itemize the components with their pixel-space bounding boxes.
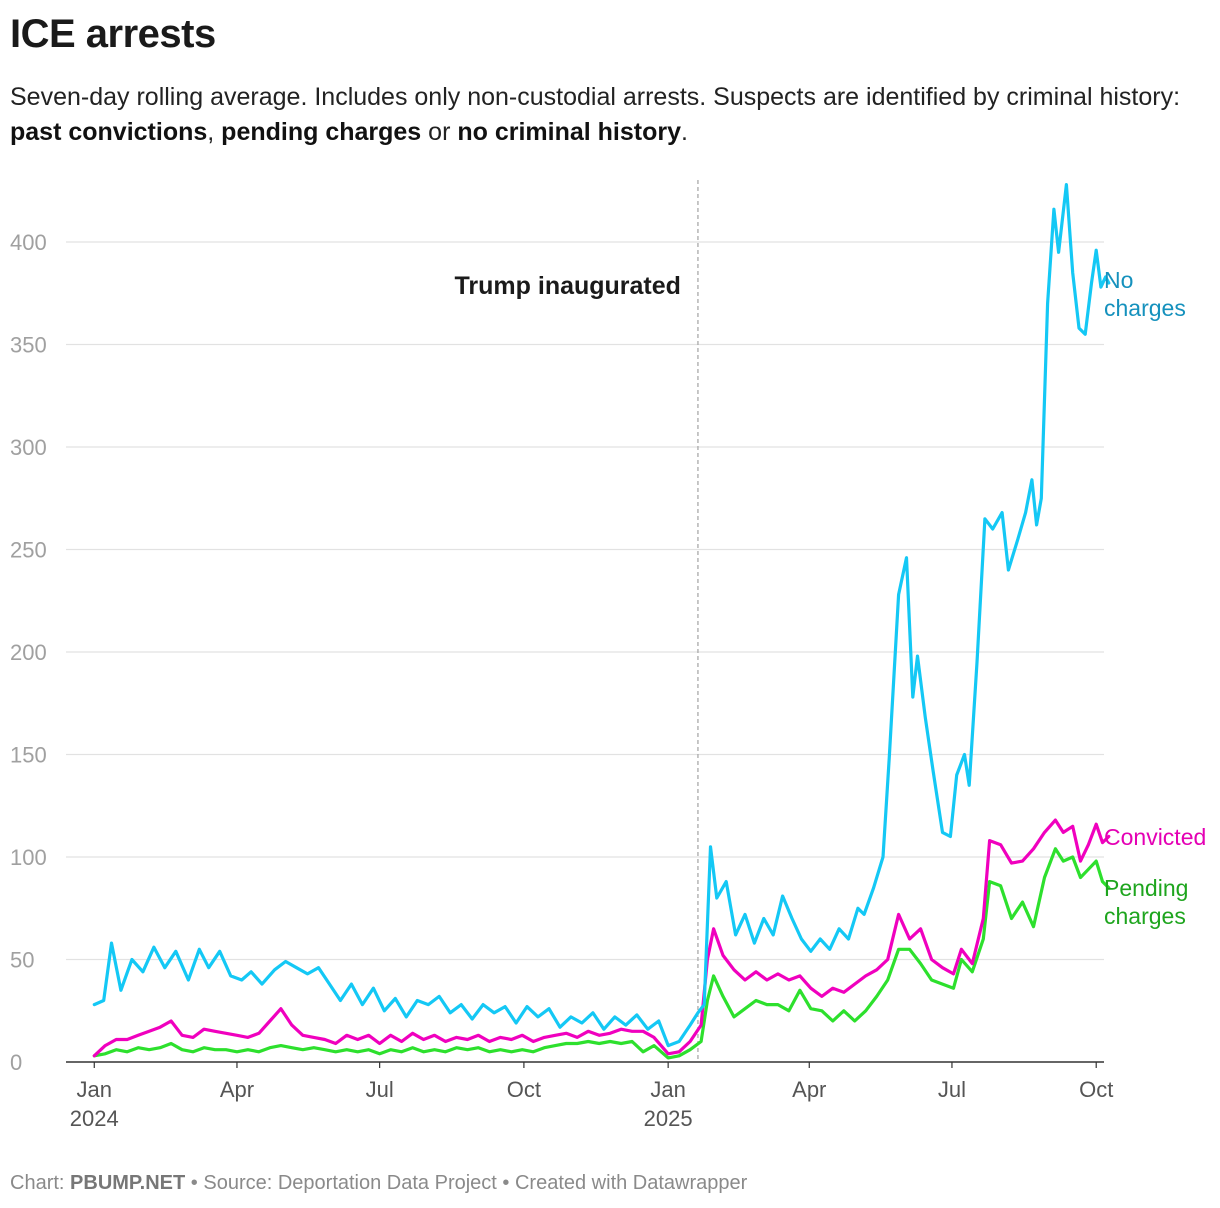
inauguration-annotation: Trump inaugurated — [455, 180, 699, 1062]
x-tick-year-label: 2024 — [70, 1106, 119, 1131]
subtitle-end: . — [681, 118, 688, 146]
y-axis-labels: 0 50 100 150 200 250 300 350 400 — [10, 230, 47, 1075]
footer-brand: PBUMP.NET — [70, 1172, 186, 1194]
y-tick-label-400: 400 — [10, 230, 47, 255]
y-tick-label-50: 50 — [10, 948, 34, 973]
series-line-convicted — [92, 818, 1111, 1058]
y-tick-label-100: 100 — [10, 845, 47, 870]
y-tick-label-200: 200 — [10, 640, 47, 665]
x-axis: Jan 2024 Apr Jul Oct Jan 2025 Apr Jul Oct — [70, 1062, 1113, 1131]
y-tick-label-0: 0 — [10, 1050, 22, 1075]
series-line-no-charges — [92, 183, 1111, 1048]
x-tick-label: Oct — [1079, 1077, 1113, 1102]
y-tick-label-250: 250 — [10, 538, 47, 563]
series-lines — [92, 183, 1111, 1060]
x-tick-label: Oct — [507, 1077, 541, 1102]
y-tick-label-350: 350 — [10, 333, 47, 358]
series-label-pending-charges: charges — [1104, 903, 1186, 929]
x-tick-label: Jan — [77, 1077, 112, 1102]
series-line-pending-charges — [92, 847, 1111, 1060]
subtitle-pending-charges: pending charges — [221, 118, 422, 146]
subtitle-no-criminal-history: no criminal history — [457, 118, 682, 146]
series-label-convicted: Convicted — [1104, 824, 1206, 850]
footer-source: • Source: Deportation Data Project • Cre… — [185, 1172, 748, 1194]
y-tick-label-150: 150 — [10, 743, 47, 768]
subtitle-past-convictions: past convictions — [10, 118, 208, 146]
y-gridlines — [66, 241, 1104, 1063]
series-label-pending-charges: Pending — [1104, 875, 1188, 901]
x-tick-label: Apr — [792, 1077, 826, 1102]
chart-subtitle: Seven-day rolling average. Includes only… — [10, 80, 1190, 150]
inauguration-label: Trump inaugurated — [455, 272, 681, 300]
x-tick-year-label: 2025 — [644, 1106, 693, 1131]
series-label-no-charges: charges — [1104, 295, 1186, 321]
line-chart: 0 50 100 150 200 250 300 350 400 Jan 2024 Apr Jul Oc… — [10, 180, 1206, 1131]
subtitle-lead: Seven-day rolling average. Includes only… — [10, 83, 1181, 111]
x-tick-label: Apr — [220, 1077, 254, 1102]
chart-title: ICE arrests — [10, 12, 216, 56]
x-tick-label: Jul — [366, 1077, 394, 1102]
subtitle-sep-1: , — [207, 118, 222, 146]
footer-prefix: Chart: — [10, 1172, 71, 1194]
x-tick-label: Jul — [938, 1077, 966, 1102]
subtitle-sep-2: or — [421, 118, 458, 146]
series-label-no-charges: No — [1104, 267, 1133, 293]
chart-footer: Chart: PBUMP.NET • Source: Deportation D… — [10, 1172, 747, 1195]
y-tick-label-300: 300 — [10, 435, 47, 460]
x-tick-label: Jan — [650, 1077, 685, 1102]
